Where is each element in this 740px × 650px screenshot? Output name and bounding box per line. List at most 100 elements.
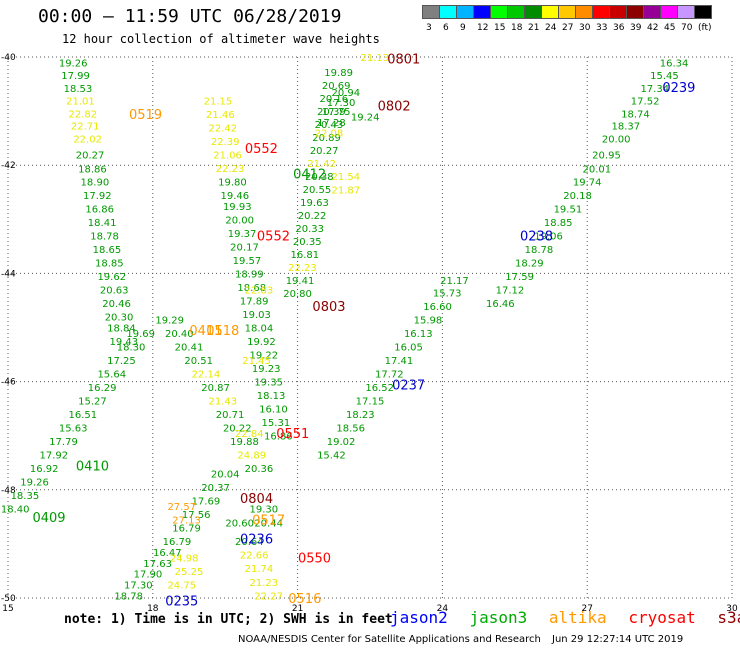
wave-height-color-scale: 3 6 9 12 15 18 21 24 27 30 33 36 39 42 45 70 (ft): [422, 5, 712, 35]
wave-height-point: 18.85: [95, 259, 124, 270]
x-tick-label: 30: [726, 604, 738, 612]
wave-height-point: 20.22: [223, 424, 252, 435]
wave-height-point: 19.63: [300, 198, 329, 209]
wave-height-point: 21.87: [332, 186, 361, 197]
color-scale-label: 15: [494, 23, 506, 33]
wave-height-point: 17.89: [240, 296, 269, 307]
wave-height-point: 15.98: [414, 315, 443, 326]
wave-height-point: 17.12: [496, 286, 525, 297]
wave-height-point: 20.30: [105, 313, 134, 324]
wave-height-point: 17.59: [505, 272, 534, 283]
altimeter-map-chart: 15 18 21 24 27 30 -40 -42 -44 -46 -48 -50 19.26 17.9…: [1, 53, 738, 612]
wave-height-point: 19.88: [230, 437, 259, 448]
wave-height-point: 19.22: [249, 351, 278, 362]
wave-height-point: 20.36: [245, 464, 274, 475]
pass-time-label: 0239: [662, 81, 695, 96]
color-scale-label: 70: [681, 23, 693, 33]
wave-height-point: 20.39: [317, 107, 346, 118]
wave-height-point: 15.73: [433, 288, 462, 299]
pass-time-label: 0517: [252, 514, 285, 529]
wave-height-point: 18.68: [237, 283, 266, 294]
wave-height-point: 22.27: [254, 591, 283, 602]
wave-height-point: 22.82: [68, 109, 97, 120]
wave-height-point: 19.29: [155, 315, 184, 326]
page-title: 00:00 – 11:59 UTC 06/28/2019: [38, 6, 342, 27]
wave-height-point: 19.92: [247, 337, 276, 348]
wave-height-point: 17.90: [134, 570, 163, 581]
wave-height-point: 17.15: [356, 397, 385, 408]
wave-height-point: 22.71: [71, 122, 100, 133]
wave-height-point: 17.28: [317, 118, 346, 129]
wave-height-point: 20.01: [583, 164, 612, 175]
wave-height-point: 20.00: [602, 135, 631, 146]
wave-height-point: 18.78: [525, 245, 554, 256]
wave-height-point: 16.51: [68, 410, 97, 421]
x-tick-label: 15: [2, 604, 13, 612]
color-scale-label: 45: [664, 23, 676, 33]
wave-height-point: 15.45: [650, 71, 679, 82]
wave-height-point: 18.35: [11, 491, 40, 502]
wave-height-point: 21.17: [440, 276, 469, 287]
wave-height-point: 19.26: [59, 58, 88, 69]
wave-height-point: 15.64: [97, 369, 126, 380]
wave-height-point: 17.41: [385, 356, 414, 367]
pass-time-label: 0410: [76, 459, 109, 474]
pass-time-label: 0550: [298, 551, 331, 566]
wave-height-point: 19.35: [254, 378, 283, 389]
pass-time-label: 0412: [293, 167, 326, 182]
y-tick-label: -44: [1, 269, 16, 279]
wave-height-point: 16.79: [163, 537, 192, 548]
legend-cryosat: cryosat: [628, 608, 696, 627]
wave-height-point: 19.93: [223, 202, 252, 213]
pass-time-label: 0552: [257, 230, 290, 245]
y-tick-label: -42: [1, 161, 16, 171]
wave-height-point: 16.92: [30, 464, 59, 475]
wave-height-point: 16.05: [394, 342, 423, 353]
pass-time-label: 0409: [32, 511, 65, 526]
wave-height-point: 17.30: [327, 98, 356, 109]
wave-height-point: 20.22: [298, 211, 327, 222]
wave-height-point: 16.52: [365, 383, 394, 394]
wave-height-point: 19.41: [286, 276, 315, 287]
wave-height-point: 18.84: [107, 324, 136, 335]
wave-height-point: 20.33: [295, 224, 324, 235]
wave-height-point: 19.69: [126, 329, 155, 340]
wave-height-point: 16.47: [153, 548, 182, 559]
wave-height-point: 22.23: [288, 263, 317, 274]
wave-height-point: 16.81: [291, 250, 320, 261]
wave-height-point: 18.86: [78, 164, 107, 175]
wave-height-point: 20.64: [235, 537, 264, 548]
wave-height-point: 24.75: [167, 580, 196, 591]
wave-height-point: 16.10: [259, 405, 288, 416]
wave-height-point: 21.54: [332, 172, 361, 183]
wave-height-point: 20.37: [201, 483, 230, 494]
y-tick-label: -40: [1, 53, 16, 63]
wave-height-point: 24.89: [237, 451, 266, 462]
wave-height-point: 21.74: [245, 564, 274, 575]
wave-height-point: 18.78: [114, 591, 143, 602]
wave-height-point: 18.04: [245, 324, 274, 335]
wave-height-point: 18.37: [611, 122, 640, 133]
x-tick-label: 27: [581, 604, 592, 612]
color-scale-label: (ft): [698, 23, 712, 33]
wave-height-point: 20.18: [563, 191, 592, 202]
wave-height-point: 18.74: [621, 109, 650, 120]
wave-height-point: 18.29: [515, 259, 544, 270]
wave-height-point: 19.43: [110, 337, 139, 348]
color-scale-label: 9: [460, 23, 466, 33]
pass-time-label: 0237: [392, 378, 425, 393]
wave-height-point: 22.83: [245, 286, 274, 297]
wave-height-point: 16.86: [264, 432, 293, 443]
wave-height-point: 22.42: [208, 123, 237, 134]
wave-height-point: 22.08: [315, 129, 344, 140]
wave-height-point: 20.71: [216, 410, 245, 421]
x-tick-label: 18: [147, 604, 159, 612]
wave-height-point: 19.06: [534, 232, 563, 243]
wave-height-point: 17.34: [640, 84, 669, 95]
wave-height-point: 20.87: [201, 383, 230, 394]
page-subtitle: 12 hour collection of altimeter wave hei…: [62, 32, 380, 46]
color-scale-label: 36: [613, 23, 625, 33]
pass-time-label: 0551: [276, 427, 309, 442]
wave-height-point: 20.27: [76, 150, 105, 161]
